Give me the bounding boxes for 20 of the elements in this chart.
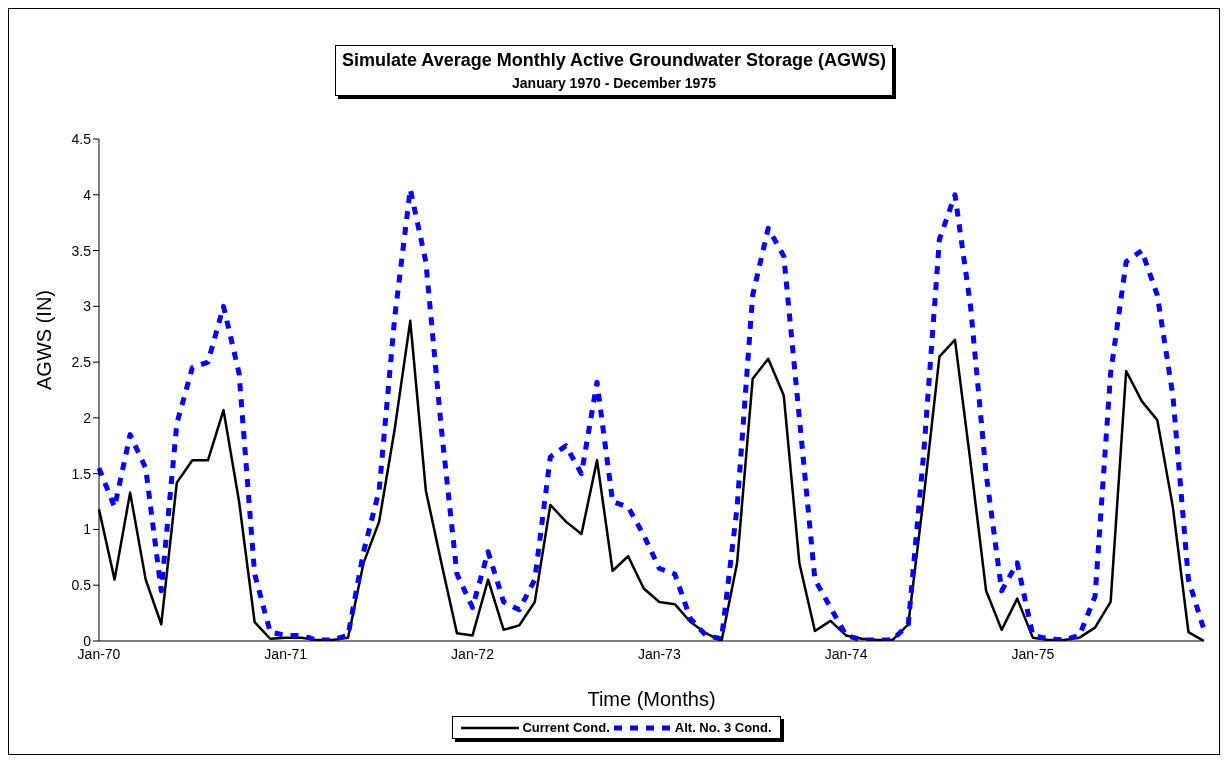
y-axis-title: AGWS (IN) (33, 290, 56, 390)
x-tick-label: Jan-74 (824, 645, 868, 662)
x-tick-label: Jan-71 (264, 645, 308, 662)
y-tick-label: 4 (83, 186, 92, 203)
x-axis-title: Time (Months) (587, 688, 716, 710)
legend-label: Alt. No. 3 Cond. (674, 720, 772, 735)
y-tick-label: 4.5 (71, 130, 92, 147)
y-tick-label: 3 (83, 298, 92, 315)
x-tick-label: Jan-73 (637, 645, 681, 662)
y-tick-label: 1 (83, 521, 92, 538)
legend-label: Current Cond. (522, 720, 610, 735)
x-tick-label: Jan-72 (451, 645, 495, 662)
y-tick-label: 2.5 (71, 354, 92, 371)
chart-subtitle: January 1970 - December 1975 (511, 75, 717, 91)
y-tick-label: 1.5 (71, 465, 92, 482)
chart-title: Simulate Average Monthly Active Groundwater Storage (AGWS) (341, 50, 887, 71)
x-tick-label: Jan-75 (1011, 645, 1055, 662)
y-tick-label: 2 (83, 409, 92, 426)
y-tick-label: 3.5 (71, 242, 92, 259)
y-tick-label: 0.5 (71, 577, 92, 594)
